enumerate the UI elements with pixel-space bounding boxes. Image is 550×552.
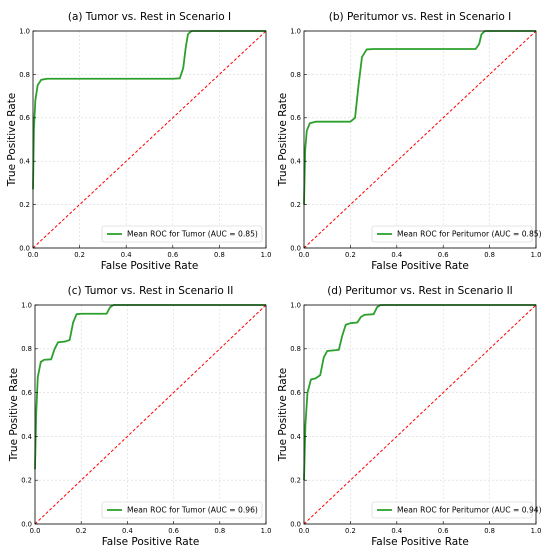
legend-box [371,225,533,243]
x-tick-label: 1.0 [531,251,542,259]
y-tick-label: 0.0 [290,520,301,528]
y-axis-label: True Positive Rate [8,368,20,463]
y-tick-label: 0.4 [290,433,301,441]
legend-label: Mean ROC for Tumor (AUC = 0.85) [127,230,258,239]
x-axis-label: False Positive Rate [102,536,200,548]
x-tick-label: 0.6 [438,527,449,535]
chart-panel: 0.00.0 0.2 0.2 0.4 0.4 0.6 0.6 0.8 0.8 1.0 1.0 (b) … [277,11,542,272]
plot-frame [34,304,267,525]
x-tick-label: 0.6 [168,527,179,535]
y-axis-label: True Positive Rate [277,368,289,463]
chance-diagonal-line [303,304,537,525]
y-tick-label: 0.4 [290,158,301,166]
y-tick-label: 0.4 [21,433,32,441]
y-tick-label: 0.0 [290,244,301,252]
y-tick-label: 0.6 [290,114,301,122]
x-tick-label: 0.2 [345,527,356,535]
y-tick-label: 0.2 [290,201,301,209]
chart-title: (d) Peritumor vs. Rest in Scenario II [327,285,513,297]
chance-diagonal-line [34,304,267,525]
y-tick-label: 0.2 [19,201,30,209]
legend-box [101,501,263,519]
y-tick-label: 0.0 [19,244,30,252]
legend-label: Mean ROC for Peritumor (AUC = 0.85) [397,230,542,239]
x-tick-label: 1.0 [261,527,272,535]
x-tick-label: 0.4 [391,527,402,535]
chart-title: (a) Tumor vs. Rest in Scenario I [68,11,231,23]
x-tick-label: 0.6 [167,251,178,259]
chance-diagonal-line [32,30,267,249]
y-tick-label: 0.2 [290,477,301,485]
roc-curve [34,304,266,470]
x-tick-label: 1.0 [261,251,272,259]
x-tick-label: 0.8 [214,251,225,259]
x-tick-label: 0.2 [345,251,356,259]
y-tick-label: 0.6 [21,389,32,397]
chart-title: (c) Tumor vs. Rest in Scenario II [68,285,234,297]
y-tick-label: 0.4 [19,158,30,166]
y-tick-label: 0.8 [21,345,32,353]
y-tick-label: 0.6 [19,114,30,122]
x-axis-label: False Positive Rate [101,260,199,272]
chart-panel: 0.00.0 0.2 0.2 0.4 0.4 0.6 0.6 0.8 0.8 1.0 1.0 (a) … [6,11,271,272]
x-tick-label: 0.8 [214,527,225,535]
x-tick-label: 0.0 [28,251,39,259]
x-axis-label: False Positive Rate [371,536,469,548]
x-tick-label: 0.2 [76,527,87,535]
chart-panel: 0.00.0 0.2 0.2 0.4 0.4 0.6 0.6 0.8 0.8 1.0 1.0 (c) … [8,285,271,548]
x-axis-label: False Positive Rate [371,260,469,272]
x-tick-label: 0.4 [391,251,402,259]
x-tick-label: 0.0 [299,251,310,259]
y-axis-label: True Positive Rate [6,93,18,188]
chart-panel: 0.00.0 0.2 0.2 0.4 0.4 0.6 0.6 0.8 0.8 1.0 1.0 (d) … [277,285,542,548]
legend-box [371,501,533,519]
y-tick-label: 1.0 [19,27,30,35]
y-tick-label: 0.6 [290,389,301,397]
x-tick-label: 0.4 [122,527,133,535]
y-tick-label: 1.0 [290,301,301,309]
y-tick-label: 1.0 [21,301,32,309]
x-tick-label: 0.8 [484,251,495,259]
y-tick-label: 0.8 [290,345,301,353]
plot-frame [303,30,537,249]
y-axis-label: True Positive Rate [277,93,289,188]
roc-curve [32,30,266,190]
x-tick-label: 0.8 [484,527,495,535]
legend-label: Mean ROC for Tumor (AUC = 0.96) [127,506,258,515]
legend-box [101,225,263,243]
y-tick-label: 1.0 [290,27,301,35]
chance-diagonal-line [303,30,537,249]
x-tick-label: 0.0 [299,527,310,535]
legend-label: Mean ROC for Peritumor (AUC = 0.94) [397,506,542,515]
roc-curve [303,30,536,205]
y-tick-label: 0.2 [21,477,32,485]
chart-title: (b) Peritumor vs. Rest in Scenario I [329,11,511,23]
roc-curve [303,304,536,481]
x-tick-label: 0.6 [438,251,449,259]
x-tick-label: 0.4 [121,251,132,259]
y-tick-label: 0.8 [19,71,30,79]
plot-frame [32,30,267,249]
x-tick-label: 0.0 [30,527,41,535]
x-tick-label: 1.0 [531,527,542,535]
plot-frame [303,304,537,525]
x-tick-label: 0.2 [74,251,85,259]
y-tick-label: 0.0 [21,520,32,528]
y-tick-label: 0.8 [290,71,301,79]
